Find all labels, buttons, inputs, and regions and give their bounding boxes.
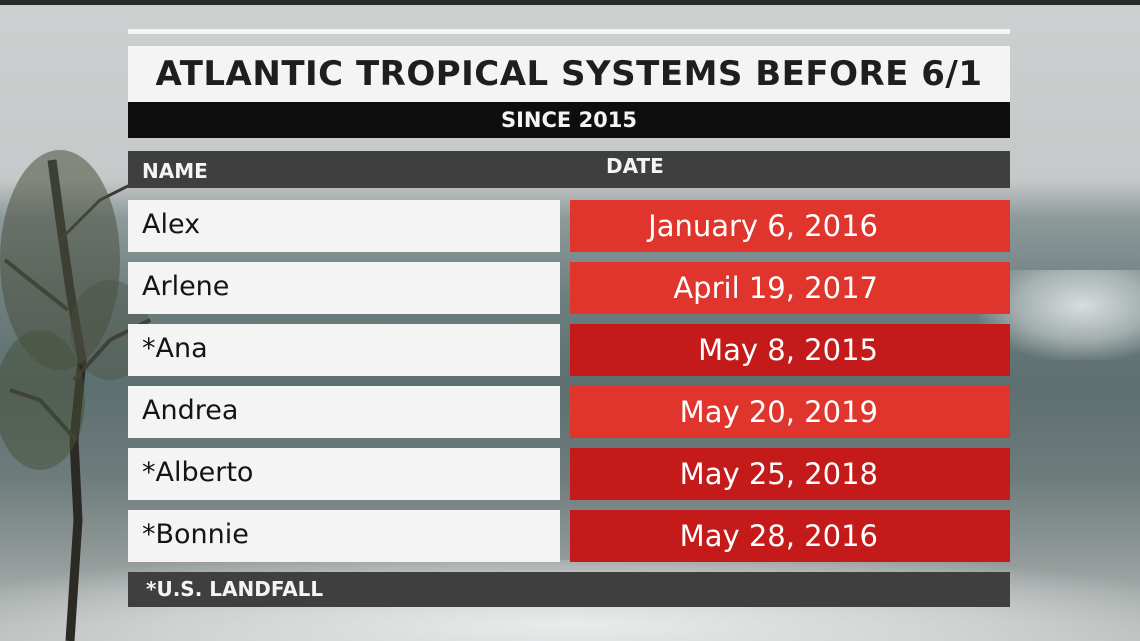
name-cell: *Alberto [128, 448, 560, 500]
storm-name: *Alberto [142, 457, 254, 488]
name-cell: Andrea [128, 386, 560, 438]
storm-name: *Bonnie [142, 519, 249, 550]
top-border [0, 0, 1140, 5]
storm-date: January 6, 2016 [648, 209, 878, 243]
table-row: *Alberto May 25, 2018 [128, 448, 1010, 500]
date-cell: May 28, 2016 [570, 510, 1010, 562]
storm-date: April 19, 2017 [673, 271, 878, 305]
name-cell: *Ana [128, 324, 560, 376]
date-cell: May 25, 2018 [570, 448, 1010, 500]
subtitle-banner: SINCE 2015 [128, 102, 1010, 138]
column-header-name: NAME [142, 159, 208, 183]
date-cell: May 20, 2019 [570, 386, 1010, 438]
storm-date: May 8, 2015 [698, 333, 878, 367]
storm-name: Andrea [142, 395, 239, 426]
title-banner: ATLANTIC TROPICAL SYSTEMS BEFORE 6/1 [128, 46, 1010, 102]
date-cell: January 6, 2016 [570, 200, 1010, 252]
date-cell: April 19, 2017 [570, 262, 1010, 314]
name-cell: Arlene [128, 262, 560, 314]
name-cell: Alex [128, 200, 560, 252]
name-cell: *Bonnie [128, 510, 560, 562]
storm-date: May 20, 2019 [679, 395, 878, 429]
date-cell: May 8, 2015 [570, 324, 1010, 376]
storm-name: Alex [142, 209, 201, 240]
storm-name: Arlene [142, 271, 230, 302]
graphic-title: ATLANTIC TROPICAL SYSTEMS BEFORE 6/1 [155, 54, 983, 94]
footnote-bar: *U.S. LANDFALL [128, 572, 1010, 607]
table-row: *Ana May 8, 2015 [128, 324, 1010, 376]
column-header-date: DATE [606, 154, 664, 178]
graphic-subtitle: SINCE 2015 [500, 108, 638, 132]
table-row: Alex January 6, 2016 [128, 200, 1010, 252]
table-row: Andrea May 20, 2019 [128, 386, 1010, 438]
table-row: Arlene April 19, 2017 [128, 262, 1010, 314]
footnote-text: *U.S. LANDFALL [146, 577, 324, 601]
table-row: *Bonnie May 28, 2016 [128, 510, 1010, 562]
storm-date: May 28, 2016 [679, 519, 878, 553]
storm-date: May 25, 2018 [679, 457, 878, 491]
table-header: NAME DATE [128, 151, 1010, 188]
storm-name: *Ana [142, 333, 208, 364]
panel-top-rule [128, 29, 1010, 34]
